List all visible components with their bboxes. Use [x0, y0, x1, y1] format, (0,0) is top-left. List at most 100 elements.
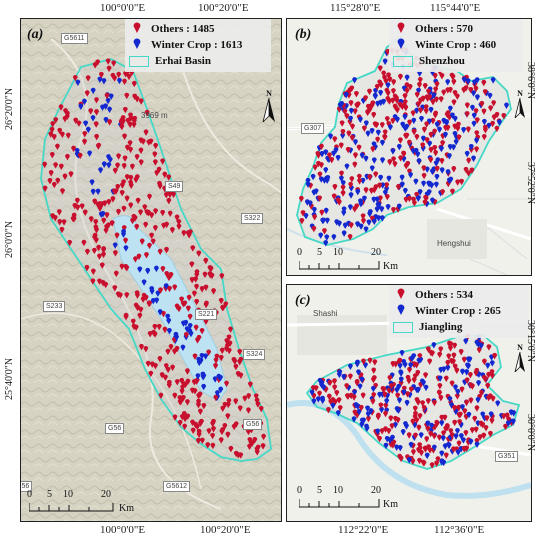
blue-pin-icon: [463, 338, 469, 345]
red-pin-icon: [371, 375, 377, 382]
bottom-coord-1: 100°0'0"E: [100, 524, 146, 536]
blue-pin-icon: [434, 121, 440, 128]
red-pin-icon: [185, 399, 190, 406]
red-pin-icon: [298, 195, 304, 203]
blue-pin-icon: [145, 267, 151, 275]
red-pin-icon: [489, 369, 495, 376]
red-pin-icon: [238, 372, 244, 379]
red-pin-icon: [76, 120, 82, 127]
red-pin-icon: [99, 262, 105, 269]
blue-pin-icon: [439, 450, 445, 457]
blue-pin-icon: [365, 130, 371, 138]
red-pin-icon: [160, 158, 166, 165]
red-pin-icon: [389, 423, 395, 430]
road-label: S324: [243, 349, 266, 360]
red-pin-icon: [247, 443, 252, 451]
red-pin-icon: [101, 217, 107, 224]
blue-pin-icon: [497, 119, 502, 126]
blue-pin-icon: [397, 397, 402, 404]
red-pin-icon: [451, 352, 457, 359]
red-pin-icon: [92, 232, 98, 240]
blue-pin-icon: [201, 383, 207, 391]
red-pin-icon: [149, 361, 155, 368]
red-pin-icon: [131, 118, 137, 125]
red-pin-icon: [443, 375, 449, 383]
blue-pin-icon: [366, 219, 372, 226]
red-pin-icon: [335, 197, 341, 204]
blue-pin-icon: [398, 376, 404, 383]
red-pin-icon: [430, 98, 436, 106]
red-pin-icon: [425, 398, 431, 405]
red-pin-icon: [196, 398, 201, 406]
scale-tick: 10: [333, 247, 343, 258]
red-pin-icon: [310, 385, 316, 392]
red-pin-icon: [434, 81, 440, 88]
red-pin-icon: [454, 93, 460, 100]
red-pin-icon: [192, 421, 198, 429]
red-pin-icon: [167, 285, 172, 293]
red-pin-icon: [94, 97, 99, 104]
red-pin-icon: [433, 149, 439, 157]
red-pin-icon: [82, 209, 88, 216]
road-label: G307: [301, 123, 325, 134]
red-pin-icon: [53, 117, 59, 124]
red-pin-icon: [182, 423, 188, 431]
red-pin-icon: [450, 73, 456, 81]
blue-pin-icon: [449, 402, 455, 409]
blue-pin-icon: [364, 425, 370, 432]
blue-pin-icon: [348, 363, 353, 370]
blue-pin-icon: [468, 438, 474, 446]
blue-pin-icon: [446, 441, 451, 449]
red-pin-icon: [428, 156, 434, 164]
red-pin-icon: [138, 209, 143, 216]
red-pin-icon: [465, 126, 471, 133]
red-pin-icon: [344, 383, 350, 390]
red-pin-icon: [170, 364, 176, 372]
blue-pin-icon: [439, 145, 444, 153]
blue-pin-icon: [150, 297, 156, 305]
red-pin-icon: [433, 86, 439, 93]
red-pin-icon: [407, 119, 412, 126]
red-pin-icon: [339, 120, 345, 127]
red-pin-icon: [446, 340, 452, 348]
red-pin-icon: [255, 401, 261, 408]
red-pin-icon: [179, 414, 185, 421]
red-pin-icon: [402, 99, 408, 106]
north-arrow-icon: N: [511, 343, 529, 374]
red-pin-icon: [399, 103, 405, 111]
red-pin-icon: [153, 362, 158, 370]
red-pin-icon: [331, 193, 337, 200]
blue-pin-icon: [404, 399, 410, 407]
bottom-coord-c1: 112°22'0"E: [338, 524, 389, 536]
red-pin-icon: [491, 114, 497, 121]
red-pin-icon: [237, 405, 243, 412]
red-pin-icon: [131, 121, 137, 129]
red-pin-icon: [311, 225, 317, 233]
red-pin-icon: [436, 434, 442, 441]
red-pin-icon: [467, 371, 473, 379]
red-pin-icon: [160, 266, 166, 273]
red-pin-icon: [172, 392, 178, 400]
red-pin-icon: [394, 107, 400, 114]
red-pin-icon: [340, 128, 346, 136]
red-pin-icon: [375, 413, 381, 421]
blue-pin-icon: [420, 104, 426, 111]
red-pin-icon: [247, 437, 253, 444]
red-pin-icon: [158, 287, 163, 294]
red-pin-icon: [254, 449, 260, 456]
blue-pin-icon: [474, 77, 480, 84]
red-pin-icon: [420, 95, 426, 103]
blue-pin-icon: [460, 404, 465, 411]
red-pin-icon: [489, 417, 495, 425]
red-pin-icon: [167, 191, 173, 199]
legend-winter-label: Winter Crop : 265: [415, 305, 501, 317]
red-pin-icon: [429, 462, 435, 469]
blue-pin-icon: [401, 358, 407, 366]
red-pin-icon: [482, 358, 487, 366]
red-pin-icon: [386, 428, 392, 435]
blue-pin-icon: [439, 459, 445, 466]
red-pin-icon: [121, 205, 127, 213]
legend-row-others: Others : 534: [393, 287, 523, 303]
blue-pin-icon: [341, 230, 347, 237]
red-pin-icon: [134, 153, 140, 161]
